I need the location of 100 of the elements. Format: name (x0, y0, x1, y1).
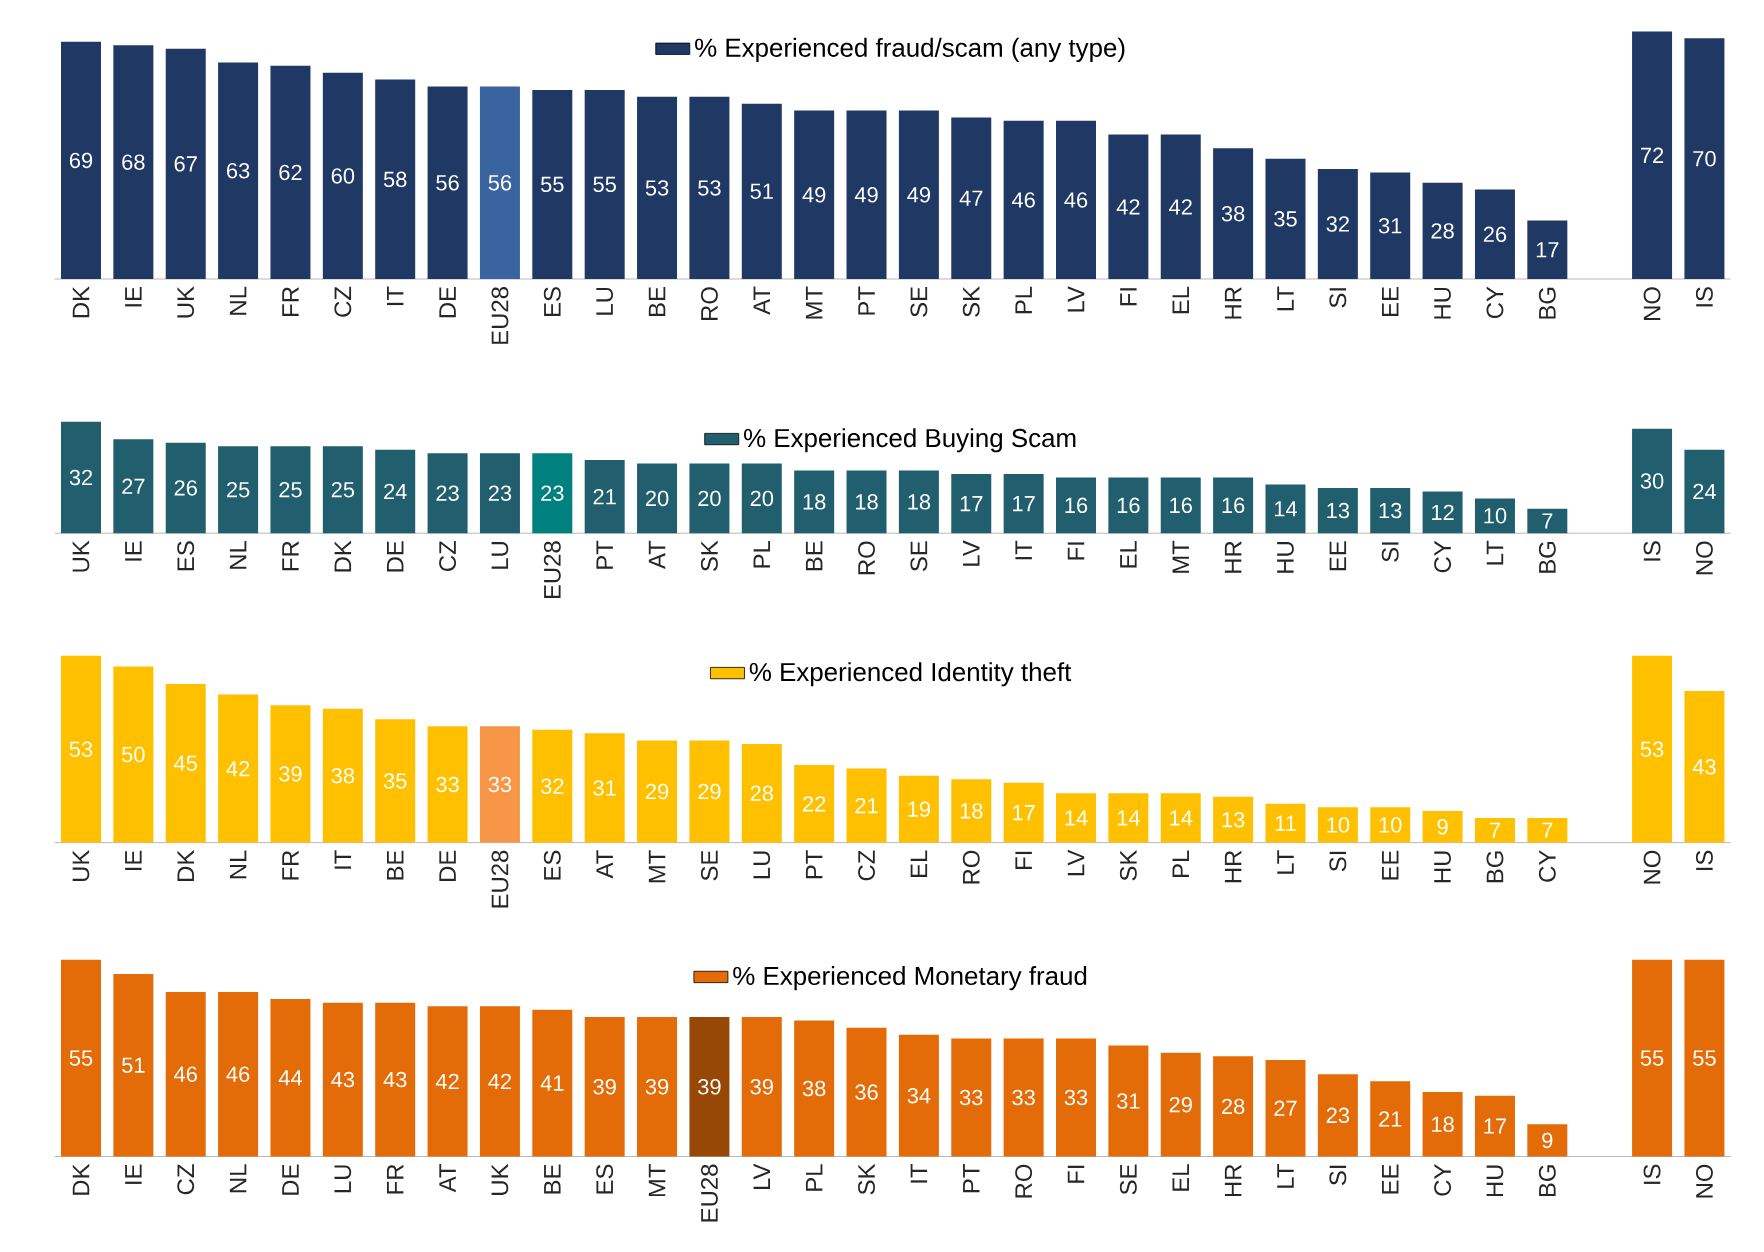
bar (951, 779, 992, 843)
x-tick-label: SE (910, 541, 928, 572)
data-label: 13 (1327, 502, 1350, 519)
bar (1684, 449, 1725, 534)
data-label: 39 (645, 1078, 669, 1095)
x-tick-label: EE (1329, 541, 1347, 571)
bar (427, 1006, 468, 1157)
x-tick-label: SK (700, 540, 718, 572)
bar (60, 655, 101, 843)
bar (584, 733, 625, 843)
bar (1370, 807, 1411, 843)
x-tick-label: IS (1643, 541, 1661, 561)
data-label: 32 (1326, 216, 1349, 232)
x-tick-label: CZ (177, 1164, 195, 1195)
x-tick-label: UK (72, 849, 90, 882)
data-label: 49 (854, 187, 878, 203)
bar (479, 453, 520, 534)
data-label: 18 (960, 803, 983, 819)
x-tick-label: HU (1434, 851, 1451, 883)
bar (60, 959, 101, 1157)
data-label: 18 (908, 494, 931, 510)
bar (689, 1016, 730, 1157)
bar (1160, 134, 1201, 279)
bar (532, 453, 573, 534)
x-tick-label: FR (386, 1164, 404, 1194)
bar (1422, 810, 1463, 843)
bar (1474, 498, 1515, 534)
x-tick-label: CY (1538, 850, 1556, 882)
x-tick-label: HU (1434, 287, 1451, 319)
data-label: 56 (488, 175, 512, 191)
bar (1474, 1095, 1515, 1157)
x-tick-label: EL (1172, 1164, 1189, 1191)
x-tick-label: MT (648, 850, 666, 883)
x-tick-label: AT (648, 540, 666, 569)
x-tick-label: BG (1538, 542, 1556, 573)
x-tick-label: MT (1172, 540, 1189, 573)
bar (1527, 508, 1568, 534)
x-tick-label: NO (1643, 850, 1661, 884)
x-tick-label: DK (334, 540, 352, 572)
x-tick-label: EU28 (491, 850, 509, 908)
data-label: 12 (1432, 504, 1454, 520)
x-tick-label: SI (1329, 288, 1347, 308)
bar (165, 48, 206, 279)
x-tick-label: EU28 (700, 1164, 718, 1222)
data-label: 39 (593, 1078, 616, 1095)
bar (1632, 428, 1673, 534)
data-label: 9 (1437, 819, 1448, 835)
data-label: 42 (226, 760, 250, 777)
data-label: 13 (1222, 811, 1245, 828)
data-label: 7 (1489, 822, 1500, 838)
bar (1684, 959, 1725, 1157)
bar (794, 765, 835, 843)
data-label: 14 (1274, 501, 1298, 517)
legend-label: % Experienced Identity theft (749, 662, 1072, 687)
x-tick-label: EE (1382, 850, 1399, 880)
bar (1108, 793, 1149, 843)
data-label: 18 (855, 494, 878, 510)
x-tick-label: AT (753, 286, 771, 315)
bar (1370, 487, 1411, 534)
x-tick-label: UK (177, 286, 195, 318)
bar (1422, 1092, 1463, 1157)
data-label: 46 (226, 1066, 250, 1082)
bar (1422, 491, 1463, 534)
x-tick-label: HR (1224, 850, 1242, 883)
x-tick-label: PL (1172, 850, 1189, 877)
bar (637, 96, 678, 279)
data-label: 53 (645, 180, 669, 196)
data-label: 23 (541, 485, 564, 501)
data-label: 47 (959, 190, 983, 206)
data-label: 7 (1542, 513, 1553, 529)
data-label: 14 (1065, 810, 1088, 826)
bar (1684, 38, 1725, 279)
data-label: 51 (122, 1057, 145, 1073)
data-label: 14 (1117, 810, 1140, 826)
bar (375, 449, 416, 534)
x-tick-label: EL (910, 850, 928, 877)
data-label: 28 (750, 785, 773, 802)
x-tick-label: NO (1695, 1164, 1713, 1198)
x-tick-label: BE (386, 850, 404, 880)
bar (1003, 782, 1044, 843)
data-label: 31 (1378, 217, 1402, 234)
data-label: 46 (174, 1066, 197, 1082)
data-label: 26 (174, 480, 197, 496)
bar (113, 439, 154, 534)
x-tick-label: SI (1329, 1165, 1347, 1186)
data-label: 33 (436, 776, 459, 793)
bar (951, 1038, 992, 1157)
x-tick-label: PL (1015, 286, 1032, 314)
bar (1265, 1059, 1306, 1157)
legend-label: % Experienced Buying Scam (744, 428, 1076, 453)
bar (794, 110, 835, 279)
data-label: 20 (750, 490, 774, 507)
x-tick-label: MT (648, 1164, 666, 1197)
bar (898, 775, 939, 843)
data-label: 55 (1640, 1050, 1664, 1066)
data-label: 27 (122, 478, 145, 494)
data-label: 44 (278, 1070, 302, 1086)
bar (1527, 817, 1568, 843)
x-tick-label: PL (805, 1164, 823, 1191)
data-label: 49 (802, 187, 826, 203)
